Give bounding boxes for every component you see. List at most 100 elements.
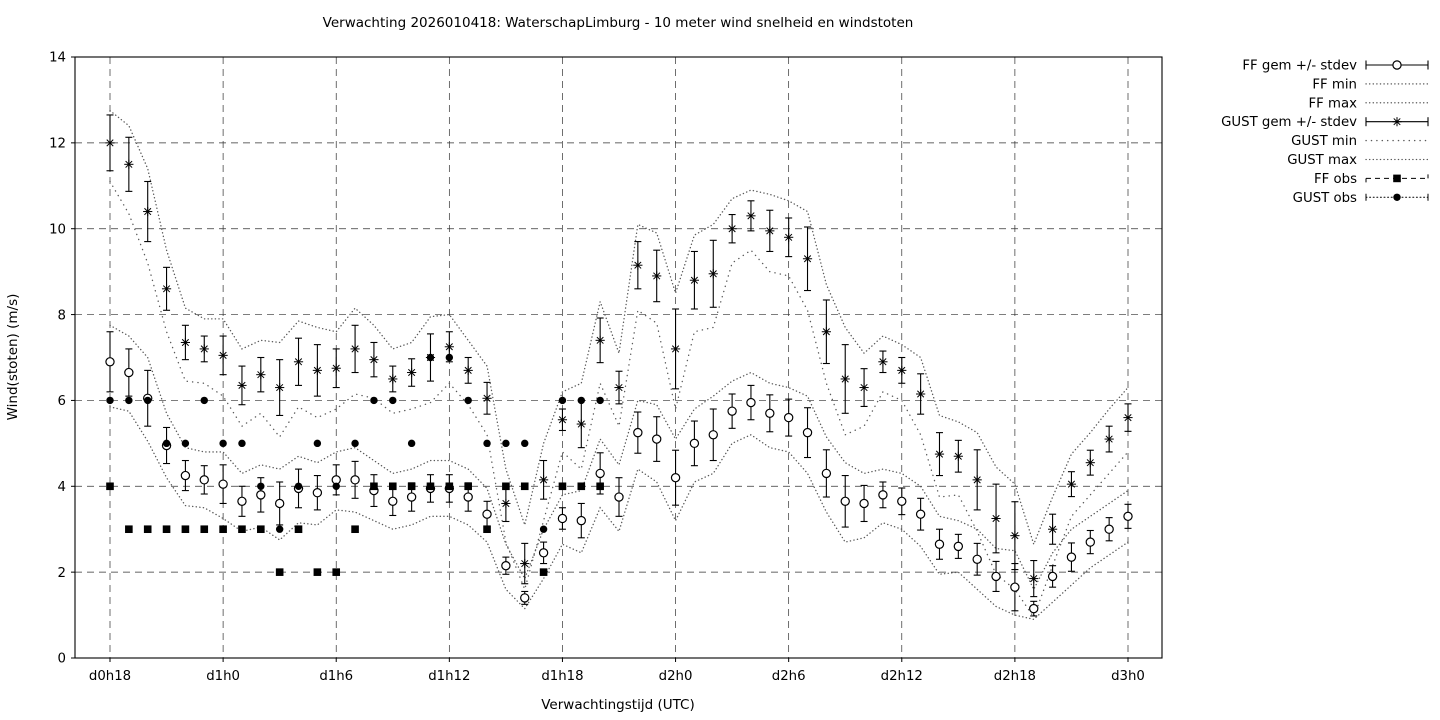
gust-obs-point	[351, 439, 359, 448]
x-tick-label-d2h0: d2h0	[659, 669, 693, 684]
gust-obs-point	[106, 396, 114, 405]
gust-gem-point	[972, 475, 982, 485]
legend-asterisk-marker-d2	[1393, 118, 1401, 126]
ff-obs-point	[162, 525, 171, 534]
ff-gem-point	[915, 509, 926, 519]
gust-gem-point	[538, 475, 549, 485]
gust-gem-point	[520, 558, 530, 569]
gust-obs-point	[257, 482, 265, 490]
gust-obs-point	[238, 439, 246, 448]
y-tick-label-12: 12	[49, 137, 66, 152]
gust-gem-point	[934, 449, 945, 459]
gust-gem-point-d2	[1067, 480, 1076, 488]
gust-obs-point	[370, 396, 378, 405]
gust-gem-point-d2	[257, 371, 265, 379]
x-tick-label-d1h12: d1h12	[428, 669, 470, 684]
gust-gem-point-d2	[483, 394, 491, 402]
legend-filled-circle-marker	[1393, 193, 1401, 201]
legend-label: GUST gem +/- stdev	[1221, 115, 1357, 130]
gust-gem-point-d2	[1124, 413, 1132, 422]
ff-gem-point	[501, 561, 511, 571]
gust-gem-point	[802, 254, 813, 264]
gust-gem-point	[407, 367, 417, 378]
gust-gem-point-d2	[144, 207, 152, 216]
x-tick-label-d2h6: d2h6	[772, 669, 806, 684]
ff-obs-point	[445, 482, 454, 491]
ff-obs-point	[351, 525, 359, 534]
legend-open-circle-marker	[1392, 60, 1402, 70]
ff-gem-point	[557, 513, 568, 524]
y-tick-label-4: 4	[58, 480, 66, 495]
ff-gem-point	[1066, 552, 1077, 562]
gust-gem-point-d2	[653, 272, 661, 280]
ff-gem-point	[256, 490, 266, 500]
ff-obs-point	[313, 568, 322, 576]
ff-obs-point	[464, 482, 472, 491]
gust-obs-point	[181, 439, 190, 448]
gust-obs-point	[577, 396, 585, 405]
gust-gem-point-d2	[596, 336, 604, 344]
ff-obs-point	[370, 482, 378, 491]
ff-gem-point	[218, 479, 228, 489]
ff-gem-point	[406, 492, 417, 502]
gust-gem-point	[765, 226, 775, 236]
gust-gem-point	[293, 357, 304, 367]
ff-gem-point	[689, 438, 700, 449]
ff-gem-point	[953, 541, 964, 552]
gust-obs-point	[426, 353, 435, 362]
ff-gem-point	[124, 367, 134, 378]
gust-gem-point	[256, 370, 266, 380]
ff-gem-point	[1010, 582, 1020, 592]
gust-gem-point-d2	[294, 358, 303, 366]
x-tick-label-d2h12: d2h12	[881, 669, 923, 684]
gust-gem-point	[1066, 479, 1077, 489]
legend-label: FF gem +/- stdev	[1242, 59, 1357, 74]
y-tick-label-10: 10	[49, 222, 66, 237]
ff-gem-point	[652, 434, 662, 444]
ff-obs-point	[539, 568, 548, 576]
gust-obs-point	[219, 439, 227, 448]
gust-gem-point-d2	[992, 514, 1000, 523]
gust-gem-point-d2	[1105, 435, 1113, 443]
gust-gem-point	[614, 382, 624, 393]
gust-gem-point-d2	[539, 476, 548, 484]
ff-gem-point	[614, 492, 624, 502]
gust-gem-point	[897, 365, 907, 375]
x-tick-label-d2h18: d2h18	[994, 669, 1036, 684]
y-tick-label-2: 2	[58, 566, 66, 581]
gust-obs-point	[200, 396, 208, 405]
ff-obs-point	[483, 525, 491, 534]
ff-obs-point	[200, 525, 209, 534]
gust-gem-point	[953, 451, 963, 461]
gust-gem-point-d2	[822, 328, 830, 336]
legend-label: GUST obs	[1293, 191, 1357, 206]
ff-gem-point	[538, 548, 549, 558]
ff-obs-point	[106, 482, 114, 491]
gust-gem-point-d2	[634, 261, 642, 269]
ff-gem-point	[934, 539, 945, 549]
gust-gem-point	[840, 374, 850, 384]
gust-gem-point-d2	[577, 420, 585, 428]
plot-area: d0h18 d1h0 d1h6 d1h12 d1h18 d2h0 d2h6 d2h12 d2h1…	[49, 51, 1163, 684]
gust-gem-point	[576, 419, 586, 429]
gust-obs-point	[502, 439, 510, 448]
gust-gem-point-d2	[238, 381, 246, 390]
gust-obs-point	[313, 439, 322, 448]
gust-obs-point	[596, 396, 604, 405]
gust-gem-point-d2	[276, 383, 284, 392]
gust-gem-point	[1029, 573, 1039, 584]
gust-gem-point	[746, 211, 756, 221]
ff-obs-point	[125, 525, 133, 534]
ff-gem-point	[1029, 603, 1039, 614]
gust-gem-point	[727, 224, 737, 234]
gust-gem-point-d2	[464, 366, 472, 374]
gust-gem-point-d2	[690, 276, 699, 284]
legend-item-gust-min: GUST min	[1291, 134, 1429, 149]
gust-gem-point	[350, 344, 360, 354]
x-tick-label-d1h6: d1h6	[319, 669, 353, 684]
ff-obs-point	[577, 482, 586, 491]
gust-gem-point-d2	[389, 375, 397, 383]
gust-gem-point-d2	[521, 559, 529, 568]
